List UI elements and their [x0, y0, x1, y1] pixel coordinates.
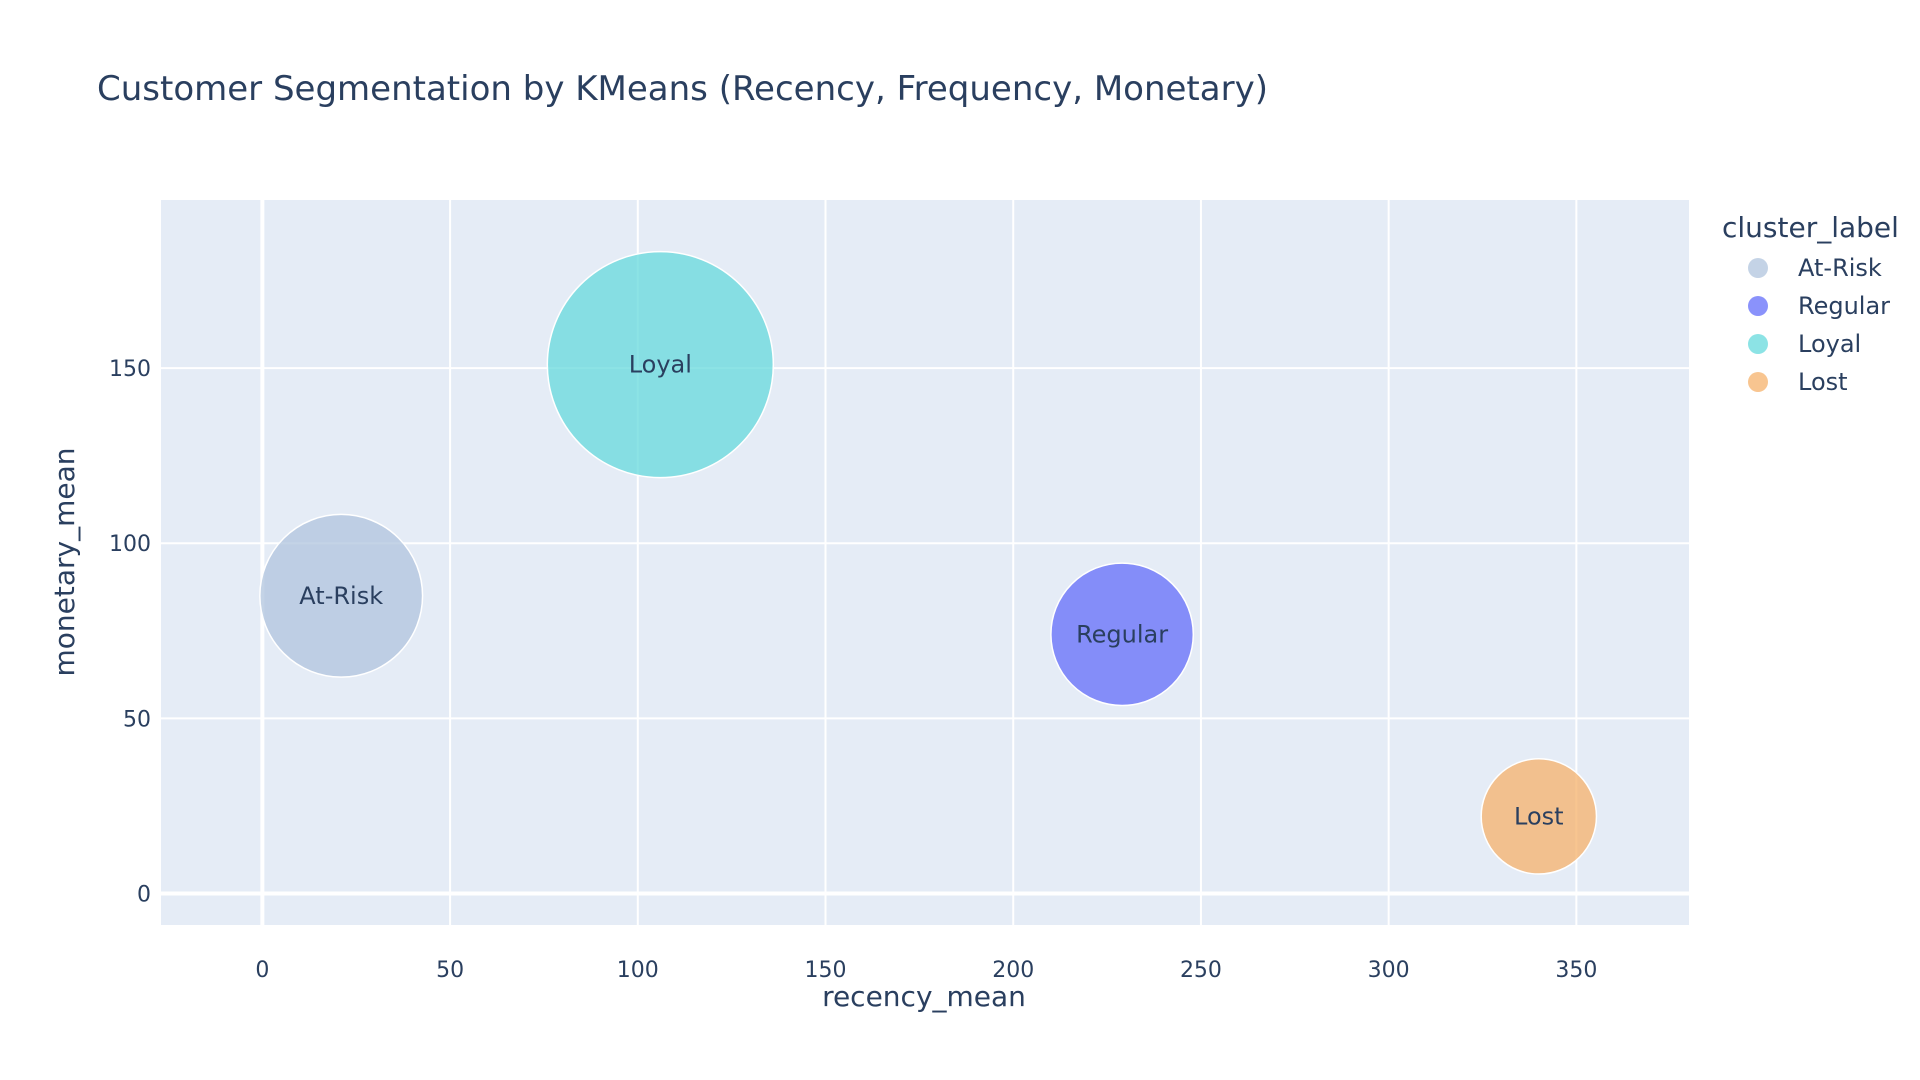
- legend-item-loyal[interactable]: Loyal: [1748, 330, 1861, 358]
- legend-marker: [1748, 372, 1768, 392]
- y-tick-labels: 0 50 100 150: [109, 357, 151, 907]
- legend-item-regular[interactable]: Regular: [1748, 292, 1890, 320]
- x-tick-label: 0: [255, 958, 269, 983]
- y-tick-label: 0: [137, 882, 151, 907]
- x-tick-label: 250: [1180, 958, 1222, 983]
- x-tick-label: 200: [992, 958, 1034, 983]
- legend-item-at-risk[interactable]: At-Risk: [1748, 254, 1882, 282]
- legend-label: Lost: [1798, 368, 1848, 396]
- bubble-label-lost: Lost: [1514, 802, 1564, 830]
- y-axis-title: monetary_mean: [48, 447, 81, 676]
- x-axis-title: recency_mean: [822, 980, 1026, 1013]
- bubble-label-at-risk: At-Risk: [299, 582, 383, 610]
- legend-item-lost[interactable]: Lost: [1748, 368, 1848, 396]
- legend-label: Loyal: [1798, 330, 1861, 358]
- bubble-label-loyal: Loyal: [629, 351, 692, 379]
- legend-label: At-Risk: [1798, 254, 1882, 282]
- bubbles: [259, 250, 1598, 875]
- y-gridlines: [161, 367, 1689, 896]
- x-tick-label: 350: [1555, 958, 1597, 983]
- bubble-loyal[interactable]: [546, 250, 775, 479]
- bubble-label-regular: Regular: [1076, 620, 1168, 648]
- bubble-at-risk[interactable]: [259, 513, 424, 678]
- x-tick-label: 300: [1368, 958, 1410, 983]
- x-tick-label: 50: [436, 958, 464, 983]
- x-tick-labels: 0 50 100 150 200 250 300 350: [255, 958, 1597, 983]
- legend-marker: [1748, 334, 1768, 354]
- legend: cluster_label At-Risk Regular Loyal Lost: [1722, 211, 1899, 396]
- y-tick-label: 150: [109, 357, 151, 382]
- bubble-lost[interactable]: [1480, 758, 1598, 875]
- x-tick-label: 150: [805, 958, 847, 983]
- legend-marker: [1748, 258, 1768, 278]
- bubble-regular[interactable]: [1050, 562, 1195, 707]
- x-tick-label: 100: [617, 958, 659, 983]
- y-tick-label: 50: [123, 707, 151, 732]
- legend-title: cluster_label: [1722, 211, 1899, 244]
- chart-title: Customer Segmentation by KMeans (Recency…: [97, 69, 1268, 109]
- bubble-labels: At-Risk Regular Loyal Lost: [299, 351, 1563, 831]
- legend-items: At-Risk Regular Loyal Lost: [1748, 254, 1890, 396]
- y-tick-label: 100: [109, 532, 151, 557]
- legend-label: Regular: [1798, 292, 1890, 320]
- legend-marker: [1748, 296, 1768, 316]
